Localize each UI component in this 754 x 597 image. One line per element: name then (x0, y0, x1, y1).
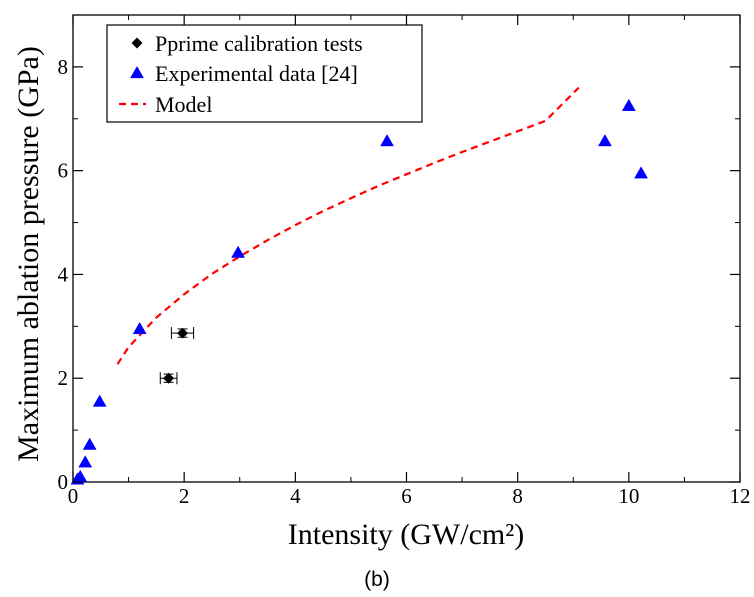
y-tick-label: 0 (58, 470, 69, 494)
markers-layer (70, 98, 648, 485)
x-tick-label: 2 (179, 484, 190, 508)
x-tick-label: 6 (401, 484, 412, 508)
y-tick-label: 2 (58, 366, 69, 390)
experimental-data-point (132, 321, 147, 335)
axes: 0 2 4 6 8 10 12 0 2 4 6 8 (58, 15, 751, 508)
model-series (116, 86, 580, 365)
x-tick-label: 12 (730, 484, 751, 508)
y-tick-label: 4 (58, 262, 69, 286)
y-tick-label: 6 (58, 159, 69, 183)
experimental-data-point (78, 455, 93, 468)
legend-box (106, 24, 423, 123)
x-axis-title: Intensity (GW/cm²) (288, 518, 524, 551)
calibration-data-point (176, 327, 188, 339)
experimental-data-point (634, 166, 648, 179)
legend-diamond-icon (131, 37, 143, 49)
calibration-data-point (163, 372, 175, 384)
y-axis-title: Maximum ablation pressure (GPa) (12, 46, 45, 462)
y-tick-label: 8 (58, 55, 69, 79)
experimental-data-point (380, 134, 394, 147)
experimental-data-point (598, 134, 612, 147)
experimental-data-point (231, 245, 246, 258)
x-tick-label: 4 (290, 484, 301, 508)
model-line (116, 86, 580, 365)
experimental-data-point (82, 437, 97, 450)
experimental-data-point (621, 98, 636, 111)
legend: Pprime calibration tests Experimental dat… (106, 24, 423, 123)
x-tick-label: 8 (512, 484, 523, 508)
legend-label: Model (155, 92, 212, 117)
legend-triangle-icon (130, 65, 144, 79)
figure-caption: (b) (364, 568, 390, 591)
experimental-data-point (92, 394, 107, 407)
legend-label: Experimental data [24] (155, 61, 358, 86)
legend-label: Pprime calibration tests (155, 31, 363, 56)
x-tick-label: 0 (68, 484, 79, 508)
x-tick-label: 10 (618, 484, 639, 508)
